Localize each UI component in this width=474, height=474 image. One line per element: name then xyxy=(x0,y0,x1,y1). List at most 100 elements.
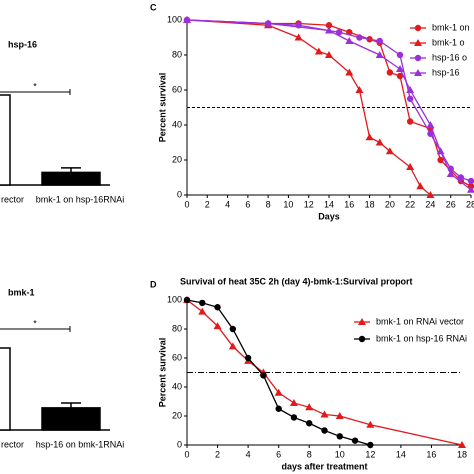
x-tick-label: 0 xyxy=(184,199,189,209)
data-point xyxy=(356,34,363,41)
data-point xyxy=(214,304,221,311)
x-axis-label: days after treatment xyxy=(281,461,367,471)
x-tick-label: 10 xyxy=(283,199,293,209)
x-tick-label: rector xyxy=(1,439,24,449)
x-tick-label: 4 xyxy=(225,199,230,209)
data-point xyxy=(325,51,333,58)
significance-star: * xyxy=(33,81,37,91)
x-tick-label: 20 xyxy=(385,199,395,209)
data-point xyxy=(366,420,375,428)
bar xyxy=(41,407,101,431)
data-point xyxy=(290,414,298,421)
data-point xyxy=(355,86,364,93)
x-tick-label: 22 xyxy=(405,199,415,209)
chart-title: hsp-16 xyxy=(8,39,37,49)
data-point xyxy=(426,121,435,128)
y-tick-label: 20 xyxy=(172,154,182,164)
data-point xyxy=(406,118,414,125)
y-tick-label: 40 xyxy=(172,119,182,129)
x-tick-label: 2 xyxy=(205,199,210,209)
data-point xyxy=(294,33,303,41)
y-tick-label: 100 xyxy=(167,14,182,24)
y-tick-label: 20 xyxy=(172,410,182,420)
data-point xyxy=(336,433,343,440)
bar xyxy=(0,347,11,431)
data-point xyxy=(376,37,383,45)
data-point xyxy=(416,182,425,190)
data-point xyxy=(264,19,273,27)
legend-marker xyxy=(414,69,422,76)
x-tick-label: 16 xyxy=(344,199,354,209)
series-line xyxy=(186,19,472,187)
data-point xyxy=(314,47,323,55)
legend-label: hsp-16 xyxy=(432,67,460,77)
x-tick-label: 6 xyxy=(245,199,250,209)
data-point xyxy=(325,22,333,29)
data-point xyxy=(396,65,404,72)
x-tick-label: 18 xyxy=(457,449,467,459)
y-axis-label: Percent survival xyxy=(157,73,167,143)
bar xyxy=(0,94,11,186)
legend-marker xyxy=(358,318,366,325)
data-point xyxy=(198,307,207,315)
data-point xyxy=(426,191,435,198)
data-point xyxy=(229,325,237,333)
data-point xyxy=(345,37,354,44)
data-point xyxy=(436,147,445,155)
x-tick-label: 10 xyxy=(335,449,345,459)
panel-label: C xyxy=(150,2,157,12)
y-tick-label: 40 xyxy=(172,381,182,391)
y-tick-label: 0 xyxy=(177,439,182,449)
x-tick-label: 18 xyxy=(365,199,375,209)
data-point xyxy=(275,405,282,412)
data-point xyxy=(228,342,237,350)
data-point xyxy=(321,427,328,434)
y-tick-label: 80 xyxy=(172,49,182,59)
legend-label: hsp-16 o xyxy=(432,52,467,62)
data-point xyxy=(274,388,283,396)
x-tick-label: 24 xyxy=(425,199,435,209)
y-axis-label: Percent survival xyxy=(157,338,167,408)
legend-label: bmk-1 on xyxy=(432,22,470,32)
x-tick-label: 6 xyxy=(276,449,281,459)
data-point xyxy=(260,372,267,379)
data-point xyxy=(406,163,415,170)
data-point xyxy=(305,403,314,411)
series-line xyxy=(186,19,472,191)
chart-title: Survival of heat 35C 2h (day 4)-bmk-1:Su… xyxy=(180,276,413,286)
y-tick-label: 0 xyxy=(177,189,182,199)
legend-marker xyxy=(414,24,422,32)
data-point xyxy=(458,441,466,448)
x-tick-label: 14 xyxy=(324,199,334,209)
x-tick-label: 12 xyxy=(365,449,375,459)
data-point xyxy=(457,174,465,181)
legend-label: bmk-1 on hsp-16 RNAi xyxy=(376,333,467,343)
data-point xyxy=(375,51,384,58)
data-point xyxy=(385,147,394,155)
data-point xyxy=(183,296,191,304)
panel-label: D xyxy=(150,279,157,289)
data-point xyxy=(320,410,329,418)
x-tick-label: 16 xyxy=(426,449,436,459)
x-tick-label: 26 xyxy=(446,199,456,209)
data-point xyxy=(367,441,374,449)
x-tick-label: 4 xyxy=(246,449,251,459)
data-point xyxy=(213,322,222,330)
y-tick-label: 60 xyxy=(172,352,182,362)
data-point xyxy=(467,185,474,193)
data-point xyxy=(467,177,474,185)
data-point xyxy=(365,133,374,141)
legend-marker xyxy=(414,54,422,62)
data-point xyxy=(335,412,344,419)
chart-title: bmk-1 xyxy=(8,287,35,297)
data-point xyxy=(345,68,354,76)
bar xyxy=(41,171,101,186)
x-tick-label: 14 xyxy=(396,449,406,459)
y-tick-label: 100 xyxy=(167,294,182,304)
data-point xyxy=(306,420,313,427)
x-tick-label: 0 xyxy=(184,449,189,459)
x-tick-label: rector xyxy=(1,194,24,204)
data-point xyxy=(386,69,394,76)
